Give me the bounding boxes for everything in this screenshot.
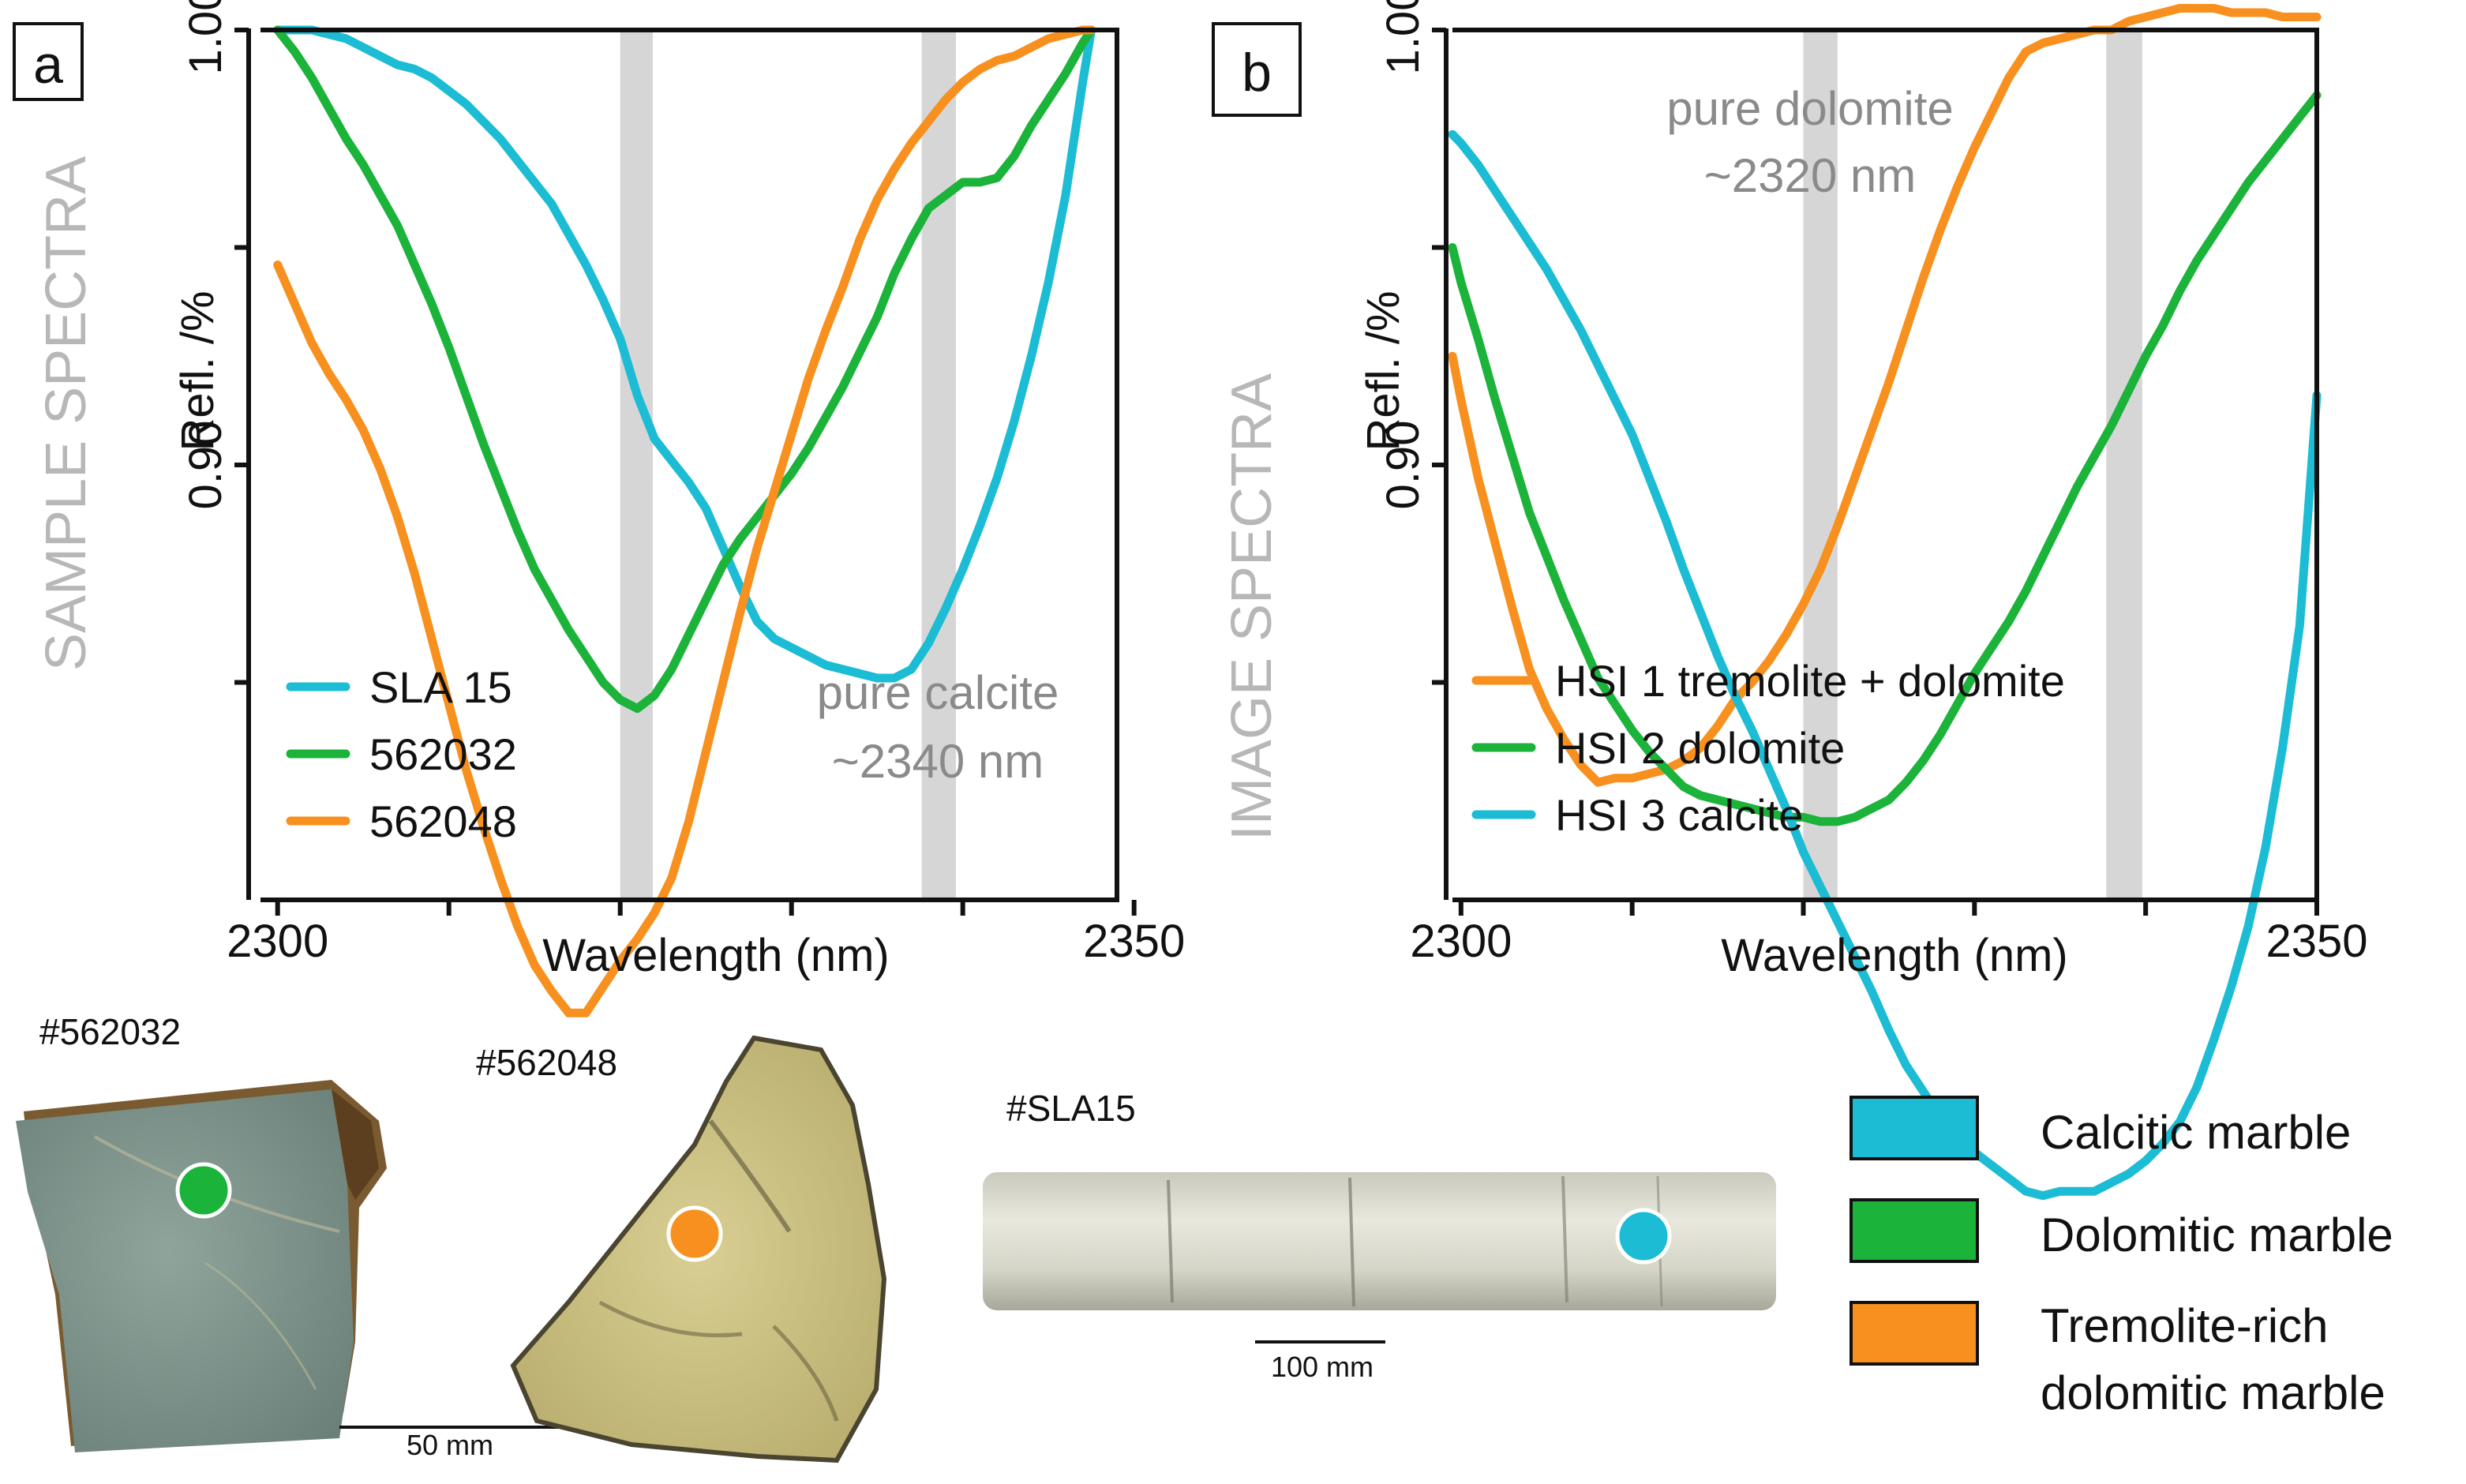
rock-legend-swatch-dolomitic xyxy=(1850,1198,1979,1263)
sample-562032: #562032 50 mm xyxy=(16,1011,560,1461)
sample-marker-SLA15 xyxy=(1615,1208,1672,1265)
plot-border-b xyxy=(1452,28,2319,902)
x-tick-label-b-5: 2350 xyxy=(2265,916,2367,967)
annotation-b-line1: pure dolomite xyxy=(1666,82,1954,135)
rock-legend-label-tremolite-line1: Tremolite-rich xyxy=(2041,1299,2328,1352)
x-tick-label-a-5: 2350 xyxy=(1083,916,1185,967)
legend-label-b-2: HSI 3 calcite xyxy=(1555,790,1803,840)
y-tick-label-a-1: 0.90 xyxy=(180,421,231,510)
rock-legend-label-dolomitic: Dolomitic marble xyxy=(2041,1209,2393,1261)
panel-label-a: a xyxy=(33,35,63,95)
legend-label-a-0: SLA 15 xyxy=(369,662,512,712)
x-tick-label-b-0: 2300 xyxy=(1410,916,1512,967)
series-line-a-1 xyxy=(273,25,1096,714)
legend-label-b-1: HSI 2 dolomite xyxy=(1555,723,1845,773)
sample-id-562048: #562048 xyxy=(476,1042,617,1083)
rock-type-legend: Calcitic marble Dolomitic marble Tremoli… xyxy=(1850,1096,2393,1419)
series-line-b-1 xyxy=(1448,91,2322,826)
series-line-b-0 xyxy=(1448,4,2322,787)
sample-id-562032: #562032 xyxy=(39,1011,181,1052)
legend-label-a-2: 562048 xyxy=(369,796,517,846)
annotation-a-line2: ~2340 nm xyxy=(832,735,1044,788)
rock-legend-label-calcitic: Calcitic marble xyxy=(2041,1106,2351,1159)
legend-a: SLA 15 562032 562048 xyxy=(286,662,517,846)
panel-a-side-title: SAMPLE SPECTRA xyxy=(35,156,98,671)
y-tick-label-b-1: 0.90 xyxy=(1377,421,1429,510)
band-a-0 xyxy=(620,30,653,900)
band-a-1 xyxy=(921,30,957,900)
calibration-bands-a xyxy=(620,30,957,900)
rock-legend-swatch-calcitic xyxy=(1850,1096,1979,1160)
sample-562048: #562048 xyxy=(476,1035,887,1463)
y-ticks-a: 0.90 1.00 xyxy=(180,0,249,685)
scale-bar-50mm-label: 50 mm xyxy=(407,1429,493,1461)
x-axis-label-a: Wavelength (nm) xyxy=(542,930,889,981)
annotation-b-line2: ~2320 nm xyxy=(1704,149,1917,202)
panel-b-side-title: IMAGE SPECTRA xyxy=(1220,373,1284,841)
band-b-1 xyxy=(2106,30,2142,900)
scale-bar-100mm-label: 100 mm xyxy=(1271,1351,1374,1383)
calibration-bands-b xyxy=(1803,30,2142,900)
series-group-b xyxy=(1448,4,2322,1201)
y-tick-label-b-3: 1.00 xyxy=(1377,0,1429,74)
plot-border-a xyxy=(260,28,1119,902)
sample-marker-562048 xyxy=(666,1205,723,1262)
x-ticks-a: 2300 2350 xyxy=(227,900,1185,967)
panel-label-a-box: a xyxy=(13,22,84,101)
legend-b: HSI 1 tremolite + dolomite HSI 2 dolomite… xyxy=(1471,656,2065,840)
series-line-a-0 xyxy=(273,25,1096,683)
chart-panel-a: a SAMPLE SPECTRA 2300 2350 0.90 1.00 Wavel… xyxy=(13,0,1185,1017)
annotation-a-line1: pure calcite xyxy=(817,666,1059,719)
y-axis-label-b: Refl. /% xyxy=(1358,290,1409,451)
rock-photo-562032 xyxy=(16,1080,387,1452)
x-tick-label-a-0: 2300 xyxy=(227,916,328,967)
legend-label-a-1: 562032 xyxy=(369,729,517,779)
panel-label-b-box: b xyxy=(1212,22,1302,117)
panel-label-b: b xyxy=(1242,43,1272,103)
series-group-a xyxy=(273,25,1096,1017)
series-line-b-2 xyxy=(1448,129,2322,1201)
rock-legend-calcitic: Calcitic marble xyxy=(1850,1096,2351,1160)
rock-legend-swatch-tremolite xyxy=(1850,1301,1979,1366)
band-b-0 xyxy=(1803,30,1838,900)
chart-panel-b: b IMAGE SPECTRA 2300 2350 0.90 1.00 Wavele… xyxy=(1212,0,2368,1201)
series-line-a-2 xyxy=(273,25,1096,1017)
y-axis-label-a: Refl. /% xyxy=(172,290,223,451)
sample-marker-562032 xyxy=(175,1162,232,1219)
rock-legend-tremolite: Tremolite-rich dolomitic marble xyxy=(1850,1299,2385,1419)
sample-id-SLA15: #SLA15 xyxy=(1006,1088,1136,1129)
rock-legend-dolomitic: Dolomitic marble xyxy=(1850,1198,2393,1263)
x-ticks-b: 2300 2350 xyxy=(1410,900,2368,967)
y-ticks-b: 0.90 1.00 xyxy=(1377,0,1446,685)
y-tick-label-a-3: 1.00 xyxy=(180,0,231,74)
rock-legend-label-tremolite-line2: dolomitic marble xyxy=(2041,1366,2385,1419)
legend-label-b-0: HSI 1 tremolite + dolomite xyxy=(1555,656,2065,706)
x-axis-label-b: Wavelength (nm) xyxy=(1721,930,2067,981)
sample-SLA15: #SLA15 100 mm xyxy=(983,1088,1776,1383)
